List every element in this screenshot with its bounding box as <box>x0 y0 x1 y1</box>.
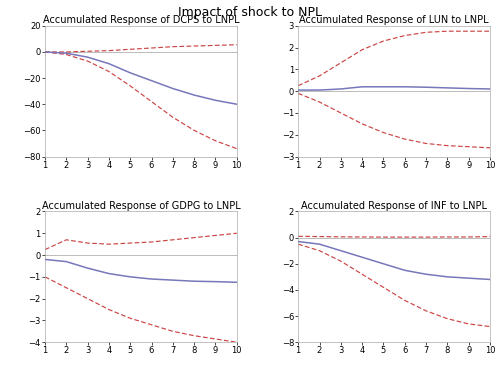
Title: Accumulated Response of INF to LNPL: Accumulated Response of INF to LNPL <box>301 201 487 211</box>
Title: Accumulated Response of LUN to LNPL: Accumulated Response of LUN to LNPL <box>300 15 489 25</box>
Text: Impact of shock to NPL: Impact of shock to NPL <box>178 6 322 18</box>
Title: Accumulated Response of GDPG to LNPL: Accumulated Response of GDPG to LNPL <box>42 201 240 211</box>
Title: Accumulated Response of DCPS to LNPL: Accumulated Response of DCPS to LNPL <box>42 15 239 25</box>
